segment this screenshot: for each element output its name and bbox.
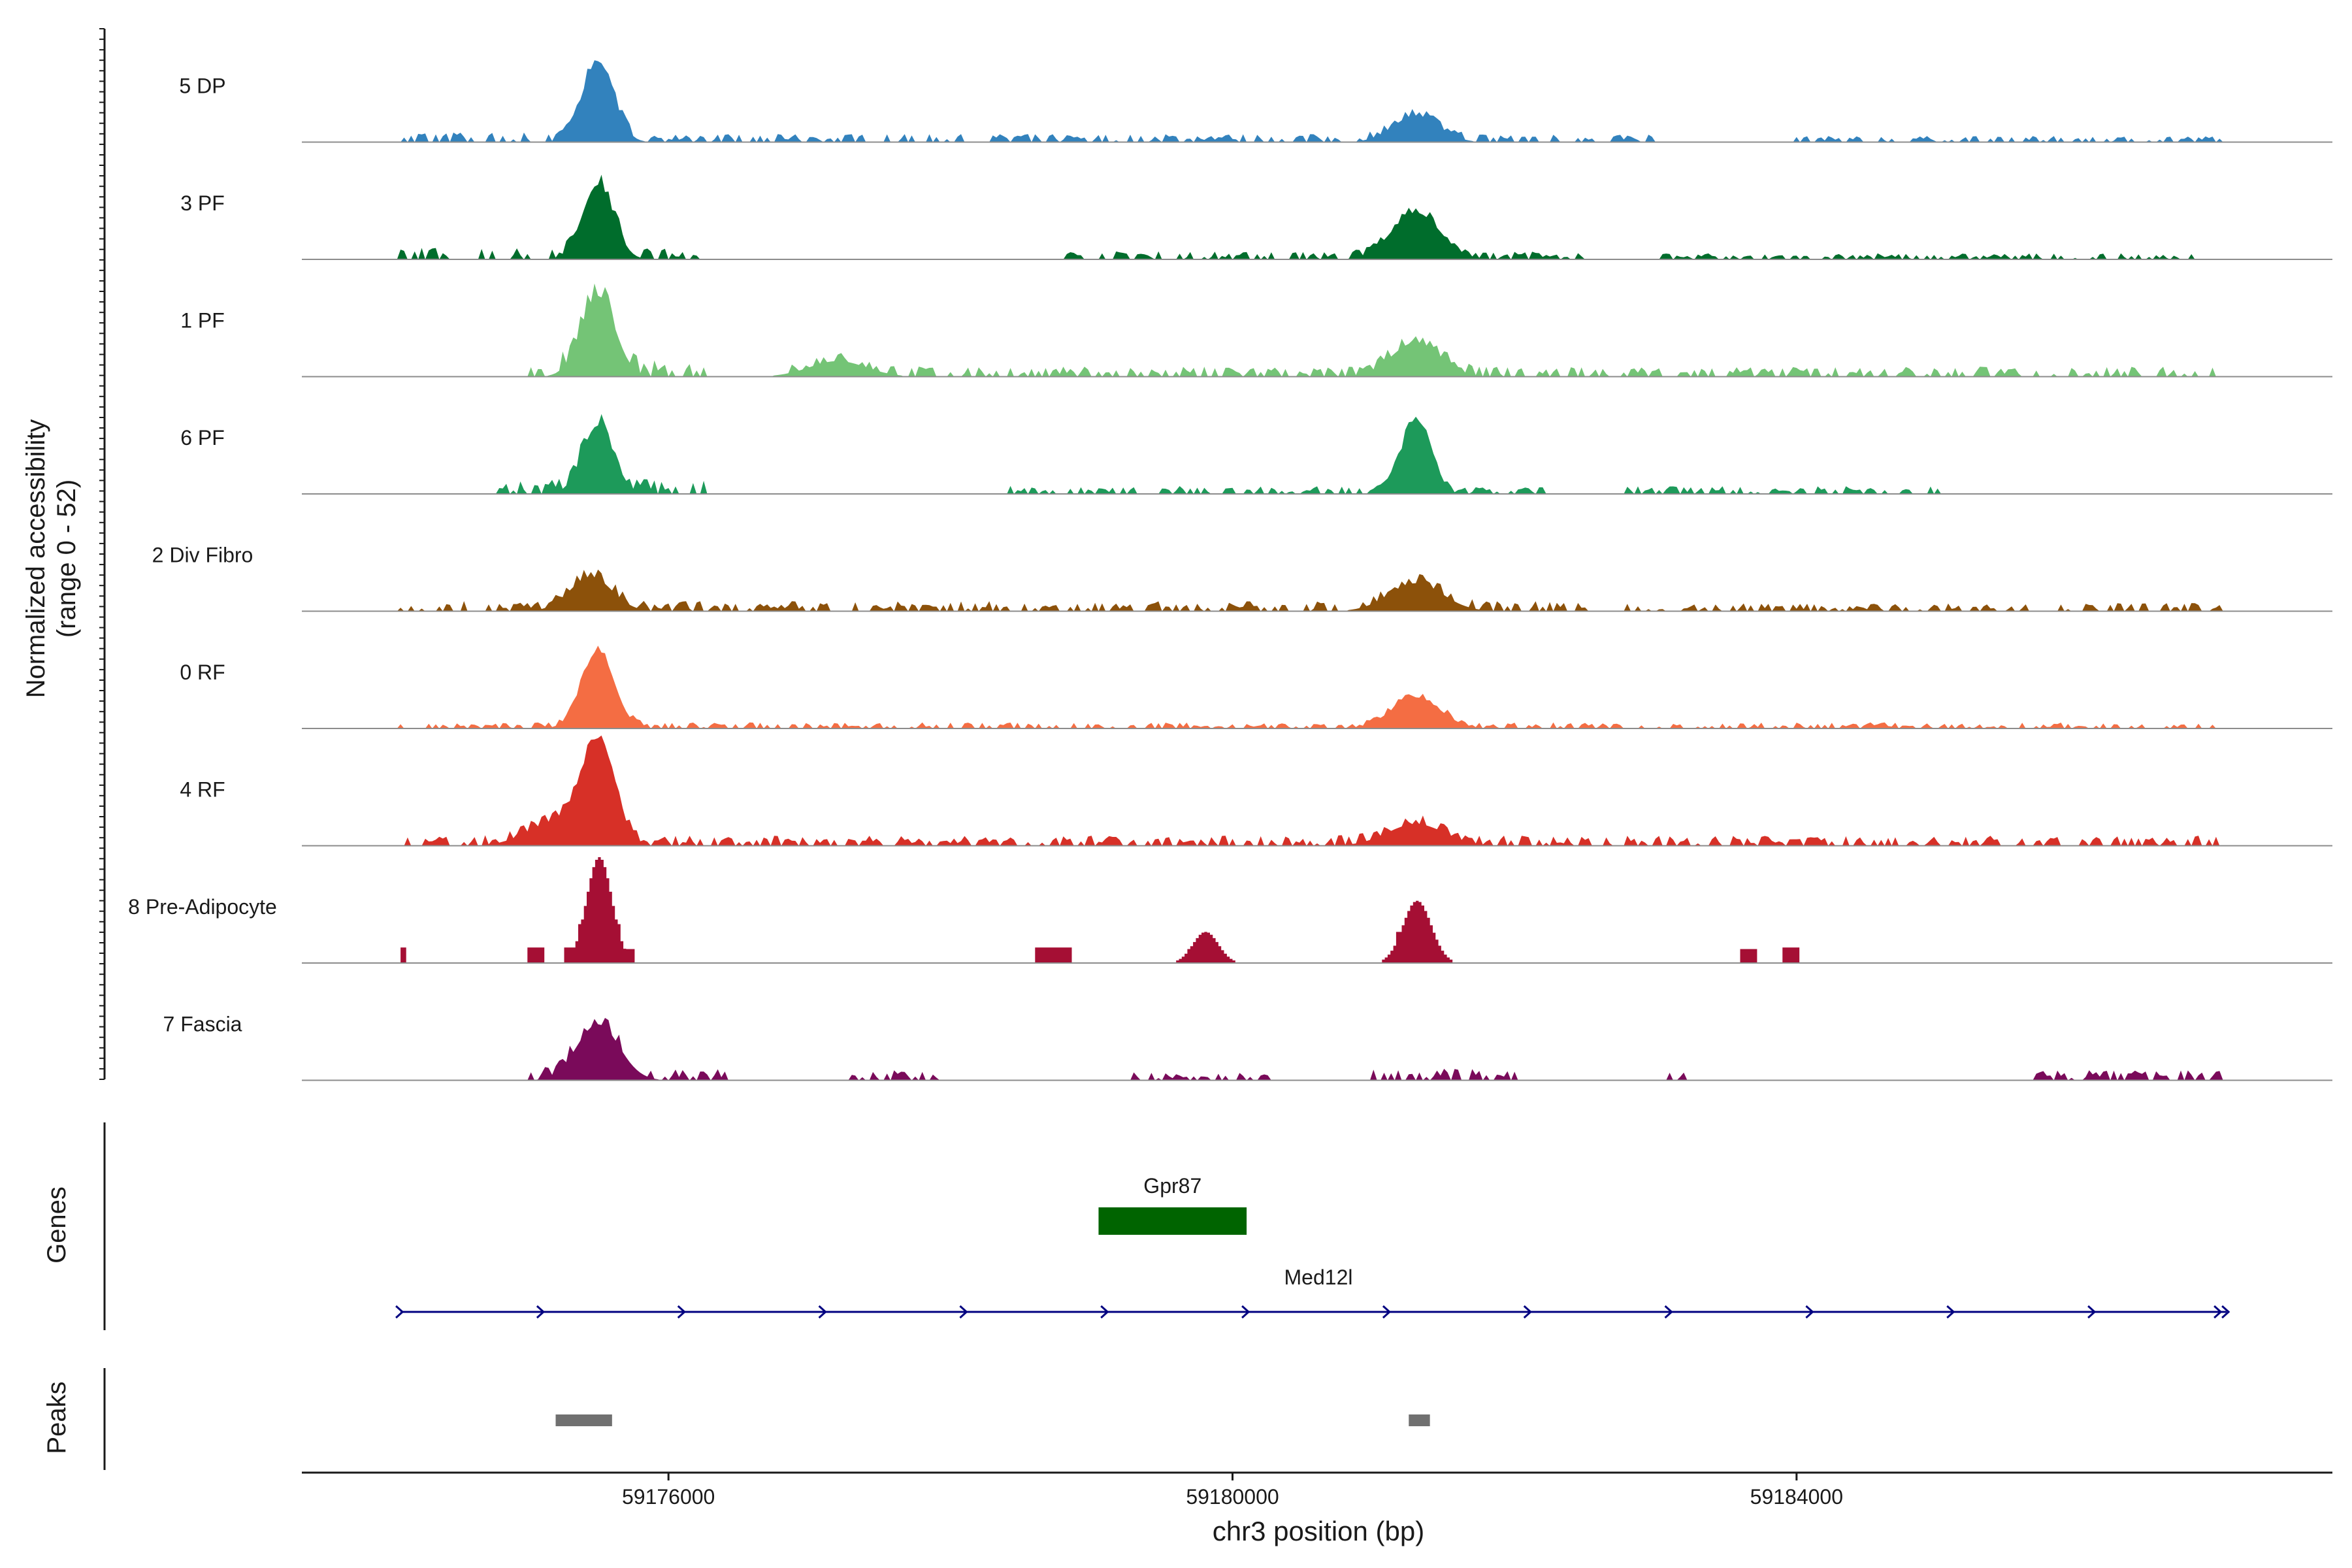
peak-region	[1409, 1414, 1430, 1426]
y-axis-ticks	[99, 28, 106, 1080]
track-label: 8 Pre-Adipocyte	[128, 895, 277, 919]
strand-arrow	[2221, 1305, 2230, 1319]
strand-arrow	[818, 1305, 827, 1319]
strand-arrow	[395, 1305, 404, 1319]
strand-arrow	[1805, 1305, 1814, 1319]
strand-arrow	[1382, 1305, 1392, 1319]
gene-label: Med12l	[1284, 1266, 1353, 1289]
track-3-pf: 3 PF	[180, 174, 2332, 260]
genes-track: Gpr87 Med12l	[103, 1122, 2230, 1330]
track-label: 4 RF	[180, 778, 225, 802]
track-5-dp: 5 DP	[179, 60, 2332, 143]
coverage-area	[302, 735, 2332, 846]
x-tick-label: 59176000	[622, 1485, 715, 1509]
x-tick-label: 59180000	[1186, 1485, 1279, 1509]
strand-arrow	[2213, 1305, 2223, 1319]
track-4-rf: 4 RF	[180, 735, 2332, 847]
peaks-track	[103, 1368, 1430, 1470]
gene-label: Gpr87	[1143, 1174, 1201, 1198]
coverage-area	[302, 645, 2332, 728]
strand-arrow	[677, 1305, 686, 1319]
track-8-pre-adipocyte: 8 Pre-Adipocyte	[128, 857, 2336, 964]
genes-track-label: Genes	[42, 1186, 71, 1264]
peak-region	[555, 1414, 612, 1426]
strand-arrow	[2087, 1305, 2097, 1319]
track-6-pf: 6 PF	[180, 414, 2332, 495]
strand-arrow	[1946, 1305, 1955, 1319]
track-label: 1 PF	[180, 309, 225, 333]
track-label: 2 Div Fibro	[152, 544, 253, 567]
strand-arrow	[1100, 1305, 1109, 1319]
strand-arrow	[1664, 1305, 1673, 1319]
strand-arrow	[1523, 1305, 1532, 1319]
track-1-pf: 1 PF	[180, 283, 2332, 378]
peaks-track-label: Peaks	[42, 1381, 71, 1454]
strand-arrow	[536, 1305, 546, 1319]
strand-arrow	[1241, 1305, 1250, 1319]
track-label: 3 PF	[180, 191, 225, 215]
gene-exon-gpr87	[1098, 1207, 1247, 1235]
track-7-fascia: 7 Fascia	[163, 1013, 2332, 1081]
coverage-area	[302, 60, 2332, 142]
track-label: 0 RF	[180, 661, 225, 684]
track-label: 7 Fascia	[163, 1013, 242, 1036]
x-axis-label: chr3 position (bp)	[1213, 1516, 1425, 1546]
track-0-rf: 0 RF	[180, 645, 2332, 729]
coverage-area	[302, 283, 2332, 377]
track-2-div-fibro: 2 Div Fibro	[152, 544, 2332, 612]
y-axis-range-label: (range 0 - 52)	[52, 480, 81, 638]
coverage-area	[302, 414, 2332, 494]
y-axis-label: Normalized accessibility	[22, 419, 50, 698]
x-axis: 59176000 59180000 59184000	[302, 1471, 2332, 1509]
coverage-area	[302, 857, 2336, 963]
coverage-area	[302, 174, 2332, 259]
coverage-area	[302, 1018, 2332, 1081]
coverage-tracks: 5 DP 3 PF 1 PF 6 PF 2 Div Fibro 0 RF 4 RF 8 Pre…	[128, 60, 2336, 1081]
track-label: 5 DP	[179, 74, 225, 98]
track-label: 6 PF	[180, 426, 225, 449]
coverage-area	[302, 569, 2332, 612]
strand-arrow	[959, 1305, 968, 1319]
x-tick-label: 59184000	[1750, 1485, 1843, 1509]
